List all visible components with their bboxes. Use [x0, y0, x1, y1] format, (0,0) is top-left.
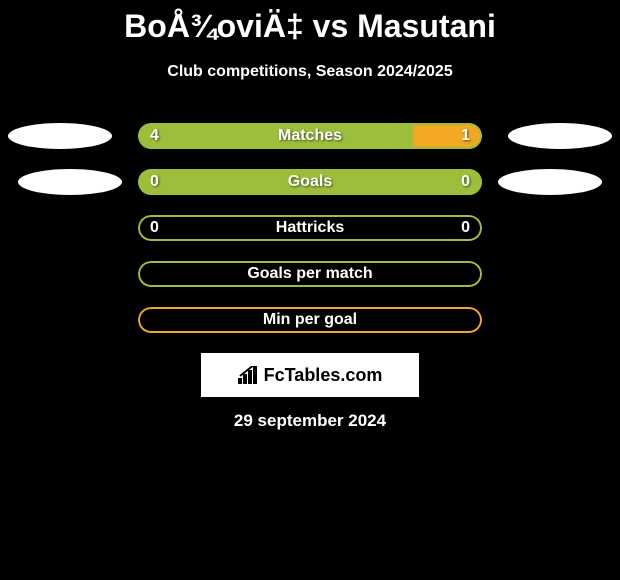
stat-bar: 4 1 Matches	[138, 123, 482, 149]
stat-label: Goals	[288, 173, 332, 191]
stats-container: 4 1 Matches 0 0 Goals 0 0 Hattricks Goals per mat…	[0, 123, 620, 353]
stat-row: 4 1 Matches	[0, 123, 620, 169]
date-text: 29 september 2024	[0, 411, 620, 431]
player-left-ellipse	[8, 123, 112, 149]
stat-row: 0 0 Goals	[0, 169, 620, 215]
stat-label: Goals per match	[247, 265, 372, 283]
stat-label: Hattricks	[276, 219, 344, 237]
stat-bar: 0 0 Goals	[138, 169, 482, 195]
player-right-ellipse	[508, 123, 612, 149]
stat-label: Min per goal	[263, 311, 357, 329]
stat-row: 0 0 Hattricks	[0, 215, 620, 261]
page-subtitle: Club competitions, Season 2024/2025	[0, 63, 620, 81]
player-left-ellipse	[18, 169, 122, 195]
stat-value-right: 0	[461, 219, 470, 237]
logo-inner: FcTables.com	[238, 365, 383, 386]
stat-bar: 0 0 Hattricks	[138, 215, 482, 241]
page-title: BoÅ¾oviÄ‡ vs Masutani	[0, 0, 620, 45]
stat-value-left: 0	[150, 173, 159, 191]
player-right-ellipse	[498, 169, 602, 195]
stat-label: Matches	[278, 127, 342, 145]
stat-bar: Min per goal	[138, 307, 482, 333]
fctables-icon	[238, 366, 260, 384]
stat-row: Min per goal	[0, 307, 620, 353]
stat-row: Goals per match	[0, 261, 620, 307]
logo-box[interactable]: FcTables.com	[201, 353, 419, 397]
stat-value-left: 0	[150, 219, 159, 237]
stat-value-right: 0	[461, 173, 470, 191]
logo-text: FcTables.com	[264, 365, 383, 386]
stat-value-right: 1	[461, 127, 470, 145]
stat-value-left: 4	[150, 127, 159, 145]
stat-bar: Goals per match	[138, 261, 482, 287]
